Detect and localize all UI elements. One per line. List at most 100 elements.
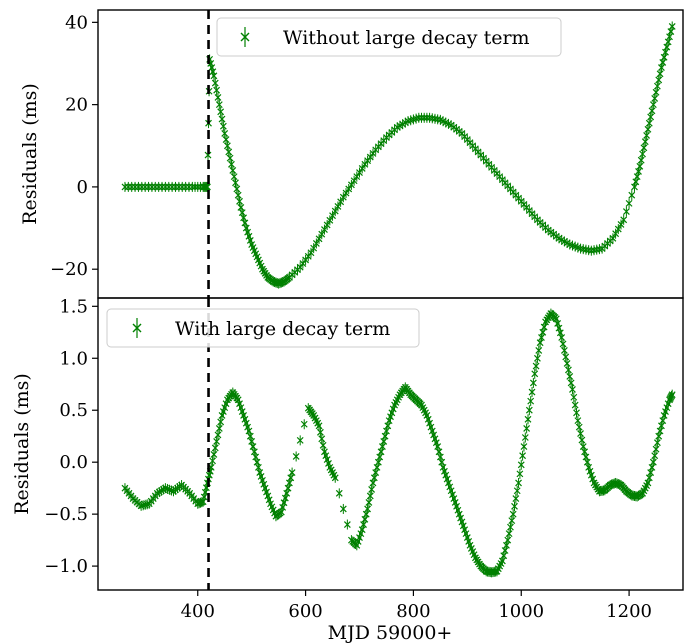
data-point xyxy=(353,171,361,182)
data-point xyxy=(318,433,326,444)
data-point xyxy=(202,181,210,192)
data-point xyxy=(315,420,323,431)
data-point xyxy=(622,206,630,217)
bottom-plot-frame xyxy=(97,297,684,591)
data-point xyxy=(356,167,363,178)
data-point xyxy=(158,181,166,192)
data-point xyxy=(215,423,223,434)
data-point xyxy=(512,493,520,504)
data-point xyxy=(504,535,512,546)
data-point xyxy=(175,181,183,192)
data-point xyxy=(574,415,582,426)
data-point xyxy=(337,196,345,207)
data-point xyxy=(365,497,373,508)
data-point xyxy=(562,351,570,362)
data-point xyxy=(345,183,353,194)
data-point xyxy=(364,155,372,166)
data-point xyxy=(214,429,222,440)
data-point xyxy=(577,428,584,439)
data-point xyxy=(508,515,516,526)
data-point xyxy=(652,87,660,98)
data-point xyxy=(520,441,528,452)
top-y-ticks: −20 0 20 40 xyxy=(50,12,98,280)
data-point xyxy=(516,468,524,479)
x-tick-label: 1200 xyxy=(606,601,652,622)
data-point xyxy=(525,405,533,416)
data-point xyxy=(168,181,176,192)
data-point xyxy=(533,353,541,364)
data-point xyxy=(191,181,199,192)
data-point xyxy=(649,457,657,468)
data-point xyxy=(668,389,676,400)
data-point xyxy=(331,206,339,217)
data-point xyxy=(135,181,142,192)
data-point xyxy=(292,451,300,462)
data-point xyxy=(226,153,234,164)
top-panel: −20 0 20 40 Residuals (ms) Without large de… xyxy=(19,9,684,299)
y-tick-label: 0 xyxy=(77,177,88,198)
data-point xyxy=(161,181,169,192)
data-point xyxy=(609,233,617,244)
data-point xyxy=(559,338,567,349)
data-point xyxy=(214,92,222,103)
data-point xyxy=(329,210,336,221)
data-point xyxy=(651,450,659,461)
data-point xyxy=(334,201,342,212)
data-point xyxy=(644,124,652,135)
data-point xyxy=(639,149,646,159)
bottom-legend-label: With large decay term xyxy=(175,318,390,340)
data-point xyxy=(628,190,636,201)
bottom-y-axis-label: Residuals (ms) xyxy=(11,373,33,515)
data-point xyxy=(566,371,574,382)
data-point xyxy=(217,106,225,117)
data-point xyxy=(319,440,327,451)
data-point xyxy=(612,228,620,239)
data-point xyxy=(316,427,324,438)
data-point xyxy=(361,159,369,170)
data-point xyxy=(656,68,664,79)
data-point xyxy=(528,387,536,398)
data-point xyxy=(236,196,243,207)
data-point xyxy=(223,140,231,151)
data-point xyxy=(368,484,376,495)
data-point xyxy=(185,181,193,192)
data-point xyxy=(225,146,233,157)
data-point xyxy=(288,467,296,478)
data-point xyxy=(165,181,173,192)
data-point xyxy=(217,416,225,427)
data-point xyxy=(218,114,226,125)
data-point xyxy=(509,509,517,520)
data-point xyxy=(151,181,159,192)
bottom-x-ticks: 400 600 800 1000 1200 xyxy=(181,590,652,622)
data-point xyxy=(194,181,202,192)
data-point xyxy=(420,112,428,123)
data-point xyxy=(128,181,136,192)
data-point xyxy=(653,81,661,92)
data-point xyxy=(342,188,350,199)
data-point xyxy=(211,442,219,453)
data-point xyxy=(636,161,644,172)
data-point xyxy=(300,419,308,430)
data-point xyxy=(620,214,628,225)
data-point xyxy=(647,111,655,122)
data-point xyxy=(182,181,190,192)
data-point xyxy=(515,477,522,488)
top-legend: Without large decay term xyxy=(216,17,562,57)
data-point xyxy=(155,181,163,192)
data-point xyxy=(511,501,518,512)
data-point xyxy=(567,377,575,388)
data-point xyxy=(653,437,661,448)
data-point xyxy=(312,238,320,249)
data-point xyxy=(188,181,196,192)
data-point xyxy=(310,243,318,254)
data-point xyxy=(651,93,659,104)
data-point xyxy=(521,432,529,443)
y-tick-label: −20 xyxy=(50,259,88,280)
x-tick-label: 800 xyxy=(396,601,430,622)
data-point xyxy=(527,396,535,407)
data-point xyxy=(645,118,653,129)
x-tick-label: 600 xyxy=(288,601,322,622)
data-point xyxy=(523,423,531,434)
data-point xyxy=(529,377,537,388)
data-point xyxy=(121,181,129,192)
